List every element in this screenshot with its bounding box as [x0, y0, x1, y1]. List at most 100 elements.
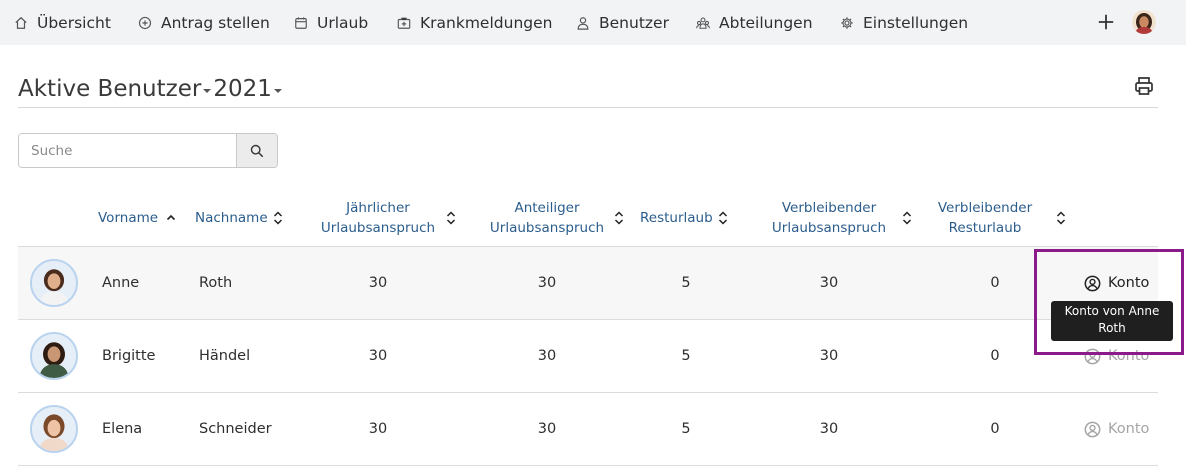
view-selector-label: Aktive Benutzer	[18, 76, 202, 102]
caret-down-icon	[273, 89, 282, 93]
annual-entitlement-cell: 30	[368, 348, 388, 364]
column-header-resturlaub[interactable]: Resturlaub	[640, 198, 713, 238]
column-header-label: Vorname	[98, 210, 159, 226]
annual-entitlement-cell: 30	[368, 421, 388, 437]
sort-icon[interactable]	[273, 210, 283, 226]
column-header-label: Urlaubsanspruch	[489, 220, 605, 236]
page-title: Aktive Benutzer 2021	[18, 74, 284, 104]
plus-icon	[1098, 14, 1114, 30]
annual-entitlement-cell: 30	[368, 275, 388, 291]
account-button[interactable]: Konto	[1084, 247, 1149, 319]
first-name-cell: Anne	[102, 275, 140, 291]
nav-label: Übersicht	[37, 13, 111, 32]
remaining-rest-cell: 0	[990, 421, 1000, 437]
first-name-cell: Brigitte	[102, 348, 156, 364]
nav-item-abteilungen[interactable]: Abteilungen	[696, 0, 813, 45]
remaining-entitlement-cell: 30	[819, 275, 839, 291]
column-header-nachname[interactable]: Nachname	[195, 198, 268, 238]
nav-label: Antrag stellen	[161, 13, 270, 32]
first-name-cell: Elena	[102, 421, 143, 437]
highlight-box	[1034, 249, 1184, 355]
nav-label: Krankmeldungen	[420, 13, 553, 32]
column-header-verbleibender-urlaubsanspruch[interactable]: Verbleibender Urlaubsanspruch	[754, 198, 904, 238]
last-name-cell: Schneider	[199, 421, 272, 437]
gear-icon	[840, 16, 854, 30]
home-icon	[14, 16, 28, 30]
remaining-entitlement-cell: 30	[819, 348, 839, 364]
search-icon	[250, 144, 264, 157]
nav-item-uebersicht[interactable]: Übersicht	[14, 0, 111, 45]
remaining-entitlement-cell: 30	[819, 421, 839, 437]
table-header-divider	[18, 246, 1158, 247]
search-box	[18, 133, 278, 168]
pro-rata-entitlement-cell: 30	[537, 275, 557, 291]
last-name-cell: Roth	[199, 275, 233, 291]
view-selector-dropdown[interactable]: Aktive Benutzer	[18, 76, 213, 102]
search-input[interactable]	[19, 134, 236, 167]
sort-icon[interactable]	[1056, 210, 1066, 226]
rest-leave-cell: 5	[681, 421, 691, 437]
table-row[interactable]: Brigitte Händel 30 30 5 30 0 Konto	[18, 320, 1158, 393]
table-row[interactable]: Anne Roth 30 30 5 30 0 Konto	[18, 247, 1158, 320]
column-header-label: Anteiliger	[514, 200, 580, 216]
column-header-label: Nachname	[195, 210, 268, 226]
avatar-icon	[1132, 10, 1156, 34]
account-button-label: Konto	[1108, 421, 1150, 437]
sort-icon[interactable]	[446, 210, 456, 226]
column-header-label: Resturlaub	[640, 210, 713, 226]
search-button[interactable]	[236, 134, 277, 167]
rest-leave-cell: 5	[681, 275, 691, 291]
table-row[interactable]: Elena Schneider 30 30 5 30 0 Konto	[18, 393, 1158, 466]
year-selector-label: 2021	[213, 76, 272, 102]
year-selector-dropdown[interactable]: 2021	[213, 76, 284, 102]
column-header-jaehrlicher-urlaubsanspruch[interactable]: Jährlicher Urlaubsanspruch	[308, 198, 448, 238]
account-button-label: Konto	[1108, 275, 1150, 291]
avatar	[30, 332, 78, 380]
sort-icon[interactable]	[718, 210, 728, 226]
column-header-label: Urlaubsanspruch	[771, 220, 887, 236]
pro-rata-entitlement-cell: 30	[537, 348, 557, 364]
top-navigation: Übersicht Antrag stellen Urlaub Krankmel…	[0, 0, 1186, 45]
account-tooltip: Konto von Anne Roth	[1051, 301, 1173, 341]
column-header-vorname[interactable]: Vorname	[98, 198, 158, 238]
user-avatar[interactable]	[1132, 10, 1156, 34]
sort-icon[interactable]	[902, 210, 912, 226]
user-circle-icon	[1084, 275, 1101, 291]
title-divider	[18, 107, 1158, 108]
calendar-icon	[294, 16, 308, 30]
remaining-rest-cell: 0	[990, 275, 1000, 291]
column-header-verbleibender-resturlaub[interactable]: Verbleibender Resturlaub	[930, 198, 1040, 238]
sort-icon[interactable]	[614, 210, 624, 226]
users-group-icon	[696, 16, 710, 30]
nav-label: Einstellungen	[863, 13, 969, 32]
column-header-label: Verbleibender	[937, 200, 1033, 216]
user-circle-icon	[1084, 421, 1101, 437]
nav-item-urlaub[interactable]: Urlaub	[294, 0, 368, 45]
account-button[interactable]: Konto	[1084, 393, 1149, 465]
rest-leave-cell: 5	[681, 348, 691, 364]
nav-label: Abteilungen	[719, 13, 813, 32]
caret-down-icon	[203, 89, 212, 93]
column-header-label: Jährlicher	[346, 200, 410, 216]
nav-item-antrag-stellen[interactable]: Antrag stellen	[138, 0, 270, 45]
print-button[interactable]	[1133, 75, 1155, 97]
nav-item-benutzer[interactable]: Benutzer	[576, 0, 669, 45]
avatar	[30, 405, 78, 453]
remaining-rest-cell: 0	[990, 348, 1000, 364]
medical-bag-icon	[397, 16, 411, 30]
add-button[interactable]	[1094, 9, 1118, 35]
column-header-label: Urlaubsanspruch	[320, 220, 436, 236]
nav-item-krankmeldungen[interactable]: Krankmeldungen	[397, 0, 552, 45]
plus-circle-icon	[138, 16, 152, 30]
column-header-label: Verbleibender	[781, 200, 877, 216]
avatar	[30, 259, 78, 307]
nav-label: Urlaub	[317, 13, 369, 32]
sort-ascending-icon[interactable]	[166, 210, 176, 226]
last-name-cell: Händel	[199, 348, 251, 364]
printer-icon	[1135, 77, 1153, 95]
user-icon	[576, 16, 590, 30]
pro-rata-entitlement-cell: 30	[537, 421, 557, 437]
column-header-label: Resturlaub	[948, 220, 1022, 236]
nav-item-einstellungen[interactable]: Einstellungen	[840, 0, 968, 45]
column-header-anteiliger-urlaubsanspruch[interactable]: Anteiliger Urlaubsanspruch	[477, 198, 617, 238]
